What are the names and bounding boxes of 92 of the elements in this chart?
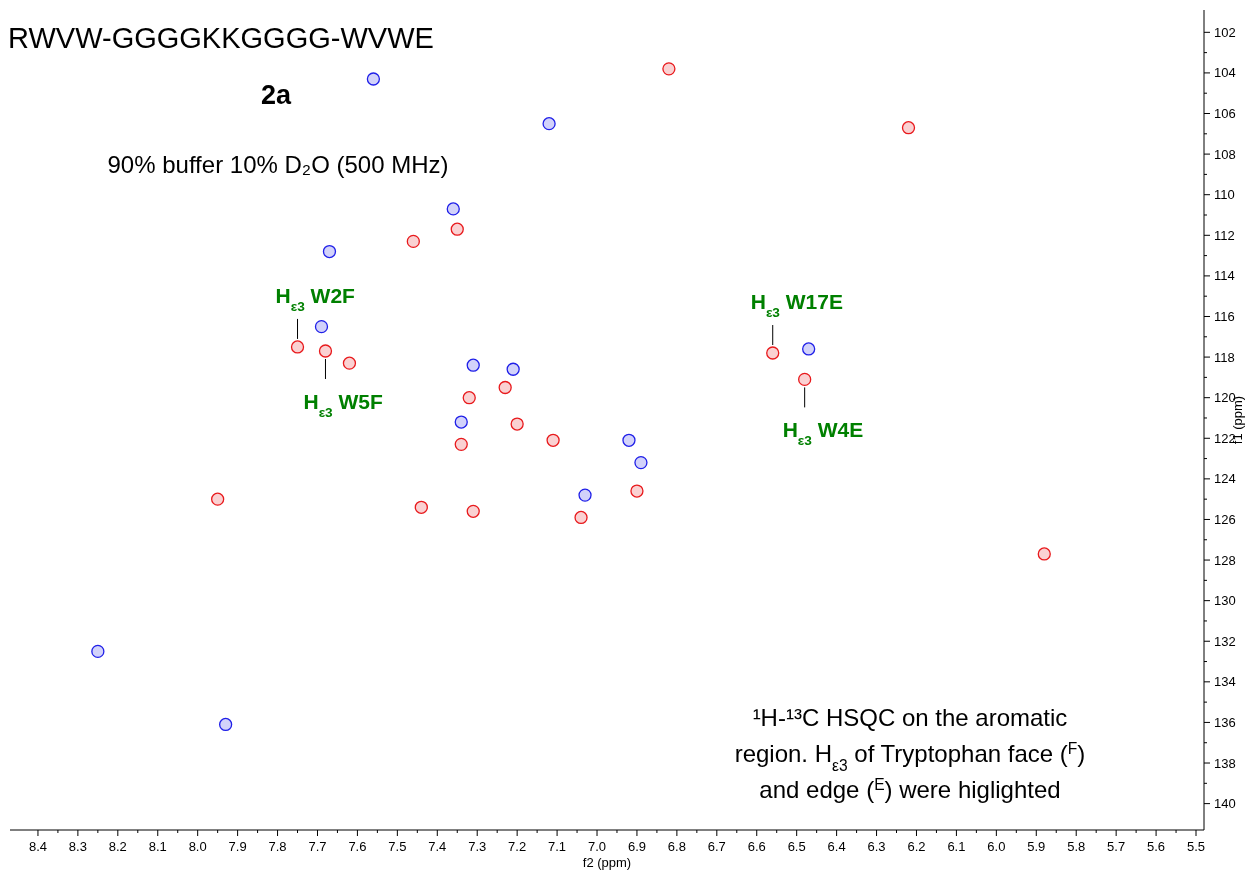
point	[542, 117, 556, 131]
point	[510, 417, 524, 431]
x-tick-label: 6.9	[627, 839, 646, 854]
x-tick-label: 7.6	[348, 839, 367, 854]
x-tick-label: 6.8	[667, 839, 686, 854]
x-tick-label: 5.5	[1186, 839, 1206, 854]
point	[91, 644, 105, 659]
x-tick-label: 8.1	[148, 839, 167, 854]
point	[574, 510, 588, 525]
point	[446, 202, 460, 216]
annotation: H$_{ε3}$ W2F	[275, 283, 356, 314]
point	[506, 362, 520, 376]
point	[454, 415, 468, 429]
y-tick-label: 104	[1214, 65, 1236, 81]
chart-title: RWVW-GGGGKKGGGG-WVWE	[8, 22, 434, 54]
x-tick-label: 6.7	[707, 839, 726, 854]
x-tick-label: 6.5	[787, 839, 806, 854]
point	[901, 121, 916, 135]
point	[322, 244, 337, 259]
x-axis-title: f2 (ppm)	[582, 855, 632, 870]
y-tick-label: 106	[1214, 106, 1236, 122]
x-tick-label: 8.0	[188, 839, 207, 854]
point	[1037, 547, 1051, 561]
x-tick-label: 6.0	[987, 839, 1006, 854]
point	[578, 488, 592, 502]
y-tick-label: 102	[1214, 24, 1236, 40]
x-tick-label: 7.0	[587, 839, 607, 854]
y-tick-label: 130	[1214, 593, 1236, 609]
point	[462, 391, 476, 405]
point	[406, 234, 420, 249]
y-tick-label: 136	[1214, 714, 1236, 730]
point	[498, 380, 512, 395]
x-tick-label: 6.1	[947, 839, 966, 854]
point	[218, 717, 233, 732]
point	[450, 222, 464, 236]
y-tick-label: 122	[1214, 430, 1236, 446]
x-tick-label: 7.7	[308, 839, 327, 854]
y-tick-label: 114	[1214, 268, 1235, 284]
x-tick-label: 8.3	[68, 839, 87, 854]
x-tick-label: 7.1	[548, 839, 567, 854]
x-tick-label: 6.3	[867, 839, 886, 854]
x-tick-label: 5.9	[1027, 839, 1046, 854]
y-tick-label: 132	[1214, 633, 1236, 649]
x-tick-label: 7.2	[508, 839, 527, 854]
point	[766, 346, 780, 360]
point	[466, 504, 480, 518]
y-tick-label: 128	[1214, 552, 1236, 568]
annotation: H$_{ε3}$ W17E	[750, 290, 843, 320]
x-tick-label: 5.8	[1067, 839, 1086, 854]
y-tick-label: 124	[1214, 471, 1236, 487]
text: 2a	[260, 80, 292, 110]
y-tick-label: 112	[1214, 227, 1235, 243]
point	[318, 344, 333, 358]
y-tick-label: 110	[1214, 187, 1235, 203]
y-tick-label: 108	[1214, 146, 1236, 162]
point	[802, 342, 816, 356]
y-tick-label: 116	[1214, 308, 1235, 324]
x-tick-label: 5.7	[1107, 839, 1126, 854]
x-tick-label: 5.6	[1147, 839, 1166, 854]
x-tick-label: 6.2	[907, 839, 926, 854]
x-tick-label: 8.4	[28, 839, 47, 854]
x-tick-label: 7.9	[228, 839, 247, 854]
point	[454, 437, 468, 452]
annotation: H$_{ε3}$ W4E	[782, 418, 864, 448]
x-tick-label: 7.8	[268, 839, 287, 854]
y-tick-label: 134	[1214, 674, 1236, 690]
point	[630, 484, 644, 498]
annotation: 90% buffer 10% D₂O (500 MHz)	[107, 151, 449, 178]
point	[634, 455, 648, 470]
point	[414, 500, 428, 514]
point	[546, 433, 560, 447]
point	[622, 433, 636, 447]
y-tick-label: 140	[1214, 796, 1236, 812]
x-tick-label: 7.3	[468, 839, 487, 854]
x-tick-label: 6.6	[747, 839, 766, 854]
point	[342, 356, 357, 370]
text: ¹H-¹³C HSQC on the aromatic region. H$_{ε3}$ of Tryptophan face ($^{F}$) and edge ($^{E}$) were higlighted	[734, 704, 1086, 803]
point	[366, 72, 381, 86]
y-tick-label: 126	[1214, 511, 1236, 527]
x-tick-label: 7.5	[388, 839, 407, 854]
point	[662, 62, 676, 76]
x-tick-label: 6.4	[827, 839, 846, 854]
annotation: H$_{ε3}$ W5F	[303, 389, 384, 420]
point	[290, 340, 305, 354]
point	[211, 492, 225, 506]
y-tick-label: 138	[1214, 755, 1236, 771]
x-tick-label: 8.2	[108, 839, 127, 854]
point	[798, 372, 812, 387]
point	[466, 358, 480, 372]
x-tick-label: 7.4	[428, 839, 447, 854]
y-tick-label: 118	[1214, 349, 1235, 365]
point	[314, 319, 329, 334]
